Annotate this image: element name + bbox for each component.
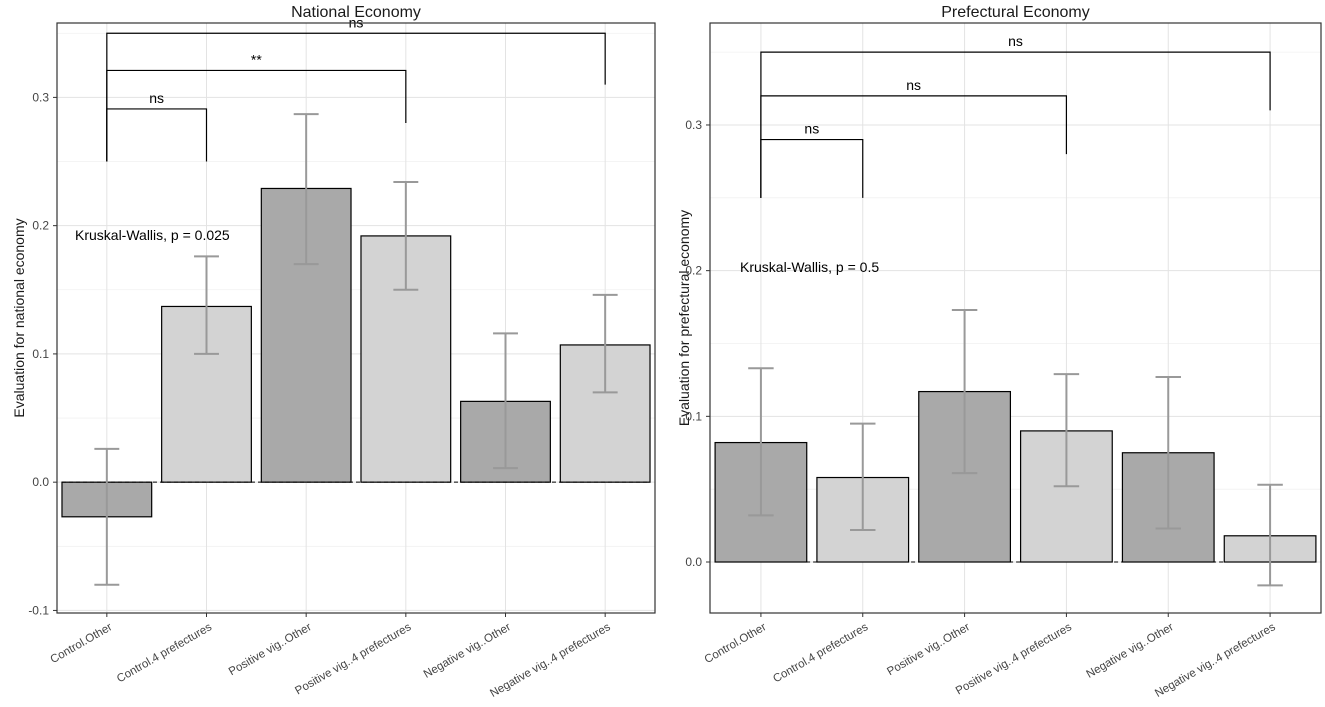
- prefectural-economy-error-bar-6: [1257, 483, 1283, 587]
- national-economy-y-axis-label: Evaluation for national economy: [11, 218, 27, 417]
- national-economy-y-tick-label: 0.2: [32, 219, 49, 233]
- national-economy-x-tick-label-2: Control.4 prefectures: [115, 621, 214, 685]
- national-economy-y-tick-label: 0.3: [32, 90, 49, 104]
- bracket-label: ns: [149, 90, 164, 106]
- prefectural-economy-comparison-bracket-1: ns: [760, 121, 864, 198]
- prefectural-economy-comparison-bracket-2: ns: [760, 77, 1068, 198]
- prefectural-economy-x-tick-label-2: Control.4 prefectures: [771, 621, 870, 685]
- bracket-line: [760, 51, 1271, 198]
- prefectural-economy-error-bar-1: [748, 367, 774, 517]
- prefectural-economy-panel-border: [709, 22, 1322, 614]
- prefectural-economy-y-tick-label: 0.1: [685, 409, 702, 423]
- national-economy-error-bar-3: [293, 113, 319, 266]
- prefectural-economy-error-bar-4: [1053, 373, 1080, 488]
- bracket-label: ns: [804, 121, 819, 137]
- prefectural-economy-error-bar-3: [951, 308, 978, 475]
- prefectural-economy-y-tick-label: 0.0: [685, 555, 702, 569]
- national-economy-error-bar-1: [94, 447, 120, 586]
- national-economy-y-tick-label: -0.1: [28, 603, 49, 617]
- prefectural-economy-error-bar-5: [1155, 376, 1181, 530]
- national-economy-panel: National Economy Evaluation for national…: [11, 4, 656, 700]
- national-economy-kruskal-wallis-annotation: Kruskal-Wallis, p = 0.025: [75, 227, 230, 243]
- prefectural-economy-y-tick-label: 0.3: [685, 118, 702, 132]
- bracket-line: [106, 108, 208, 162]
- bracket-label: ns: [906, 77, 921, 93]
- national-economy-error-bar-6: [592, 293, 618, 394]
- national-economy-y-tick-label: 0.1: [32, 347, 49, 361]
- national-economy-comparison-bracket-2: **: [106, 51, 407, 162]
- bracket-line: [760, 95, 1068, 198]
- prefectural-economy-kruskal-wallis-annotation: Kruskal-Wallis, p = 0.5: [740, 259, 879, 275]
- bracket-line: [106, 69, 407, 162]
- national-economy-y-tick-label: 0.0: [32, 475, 49, 489]
- national-economy-comparison-bracket-3: ns: [106, 14, 606, 162]
- bracket-label: **: [251, 51, 262, 67]
- national-economy-x-tick-label-5: Negative vig..Other: [422, 621, 513, 681]
- prefectural-economy-y-tick-label: 0.2: [685, 264, 702, 278]
- prefectural-economy-error-bar-2: [850, 422, 876, 531]
- bracket-label: ns: [349, 14, 364, 30]
- prefectural-economy-comparison-bracket-3: ns: [760, 33, 1271, 198]
- bracket-line: [106, 32, 606, 162]
- national-economy-x-tick-label-1: Control.Other: [49, 621, 115, 666]
- bracket-label: ns: [1008, 33, 1023, 49]
- national-economy-comparison-bracket-1: ns: [106, 90, 208, 162]
- prefectural-economy-x-tick-label-3: Positive vig..Other: [885, 621, 972, 678]
- prefectural-economy-y-axis-label: Evaluation for prefectural economy: [676, 210, 692, 426]
- national-economy-error-bar-5: [493, 332, 518, 470]
- prefectural-economy-plot-area: 0.0 0.1 0.2 0.3 ns ns ns Kruskal-Wallis, p = 0.…: [685, 22, 1322, 700]
- national-economy-error-bar-4: [393, 181, 419, 291]
- national-economy-plot-area: -0.1 0.0 0.1 0.2 0.3 ns ** ns Kruskal-Wallis, p …: [28, 14, 656, 700]
- prefectural-economy-x-tick-label-5: Negative vig..Other: [1085, 621, 1176, 681]
- national-economy-title: National Economy: [291, 4, 421, 21]
- national-economy-error-bar-2: [194, 255, 219, 355]
- prefectural-economy-x-tick-label-1: Control.Other: [703, 621, 769, 666]
- national-economy-panel-border: [56, 22, 656, 614]
- prefectural-economy-x-tick-label-4: Positive vig..4 prefectures: [954, 621, 1074, 697]
- prefectural-economy-title: Prefectural Economy: [941, 4, 1090, 21]
- bracket-line: [760, 138, 864, 198]
- national-economy-x-tick-label-3: Positive vig..Other: [227, 621, 314, 678]
- prefectural-economy-panel: Prefectural Economy Evaluation for prefe…: [676, 4, 1322, 700]
